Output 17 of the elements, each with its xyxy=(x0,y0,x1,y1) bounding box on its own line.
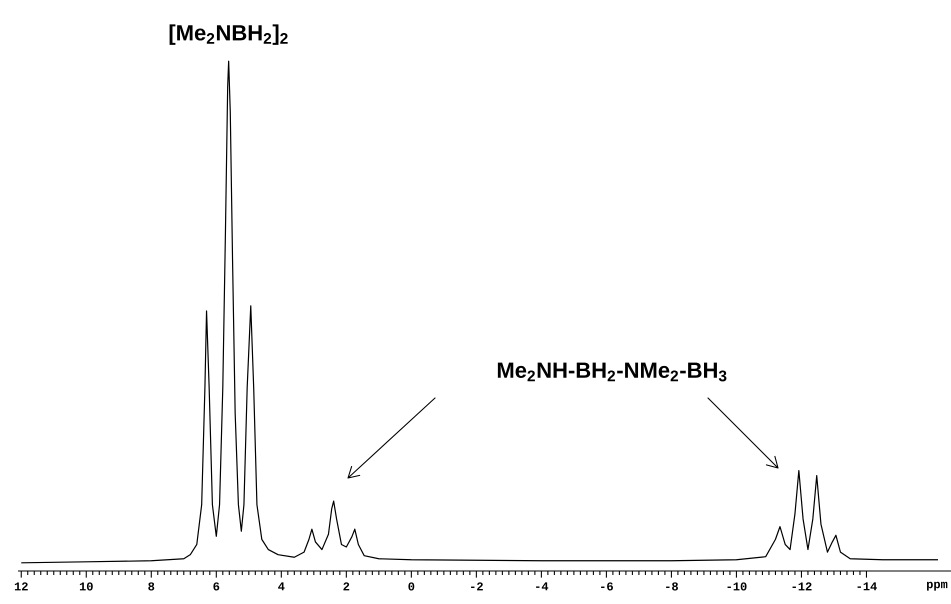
x-tick-label: -14 xyxy=(858,582,877,590)
annotation: [Me$_{2}$NBH$_{2}$]$_{2}$ xyxy=(170,24,288,45)
x-tick-label: 4 xyxy=(278,582,285,590)
x-tick-label: -6 xyxy=(601,582,613,591)
x-tick-label: -10 xyxy=(728,582,747,591)
x-tick-label: 12 xyxy=(14,582,28,590)
x-tick-label: 6 xyxy=(213,582,220,591)
x-tick-label: 10 xyxy=(80,582,93,591)
x-tick-label: 8 xyxy=(148,582,154,591)
x-tick-label: -8 xyxy=(666,582,678,591)
x-tick-label: 2 xyxy=(343,582,350,590)
x-tick-label: -2 xyxy=(471,582,483,590)
x-tick-label: -4 xyxy=(536,582,548,590)
x-axis-title: ppm xyxy=(927,582,948,591)
annotation: Me$_{2}$NH-BH$_{2}$-NMe$_{2}$-BH$_{3}$ xyxy=(498,362,726,382)
x-tick-label: 0 xyxy=(408,582,414,591)
x-tick-label: -12 xyxy=(792,582,812,590)
